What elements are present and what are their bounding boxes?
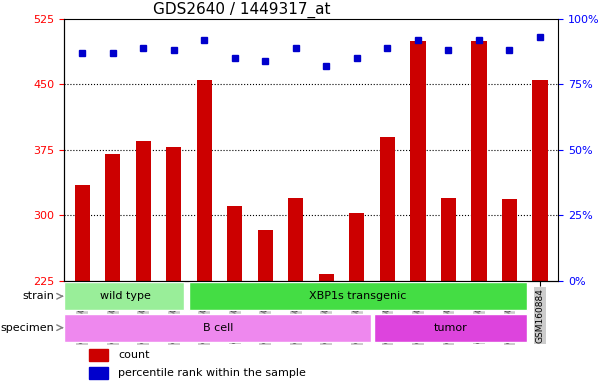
Bar — [441, 198, 456, 281]
Text: percentile rank within the sample: percentile rank within the sample — [118, 368, 306, 378]
Text: count: count — [118, 350, 150, 360]
Bar — [380, 137, 395, 281]
Bar — [410, 41, 426, 281]
Bar — [166, 147, 182, 281]
Text: wild type: wild type — [100, 291, 151, 301]
Bar — [319, 273, 334, 281]
Bar — [105, 154, 120, 281]
Text: specimen: specimen — [1, 323, 55, 333]
FancyBboxPatch shape — [189, 282, 527, 310]
Bar — [349, 214, 364, 281]
Text: strain: strain — [23, 291, 55, 301]
Bar — [258, 230, 273, 281]
Bar — [471, 41, 487, 281]
FancyBboxPatch shape — [64, 282, 185, 310]
Bar — [197, 80, 212, 281]
Bar — [227, 207, 242, 281]
Text: GDS2640 / 1449317_at: GDS2640 / 1449317_at — [153, 2, 331, 18]
FancyBboxPatch shape — [64, 314, 371, 342]
Bar — [288, 198, 304, 281]
Text: B cell: B cell — [203, 323, 234, 333]
Text: XBP1s transgenic: XBP1s transgenic — [309, 291, 406, 301]
Bar — [502, 199, 517, 281]
Bar — [136, 141, 151, 281]
Bar — [75, 185, 90, 281]
Bar — [532, 80, 548, 281]
Text: tumor: tumor — [433, 323, 467, 333]
FancyBboxPatch shape — [374, 314, 527, 342]
Bar — [88, 367, 108, 379]
Bar — [88, 349, 108, 361]
